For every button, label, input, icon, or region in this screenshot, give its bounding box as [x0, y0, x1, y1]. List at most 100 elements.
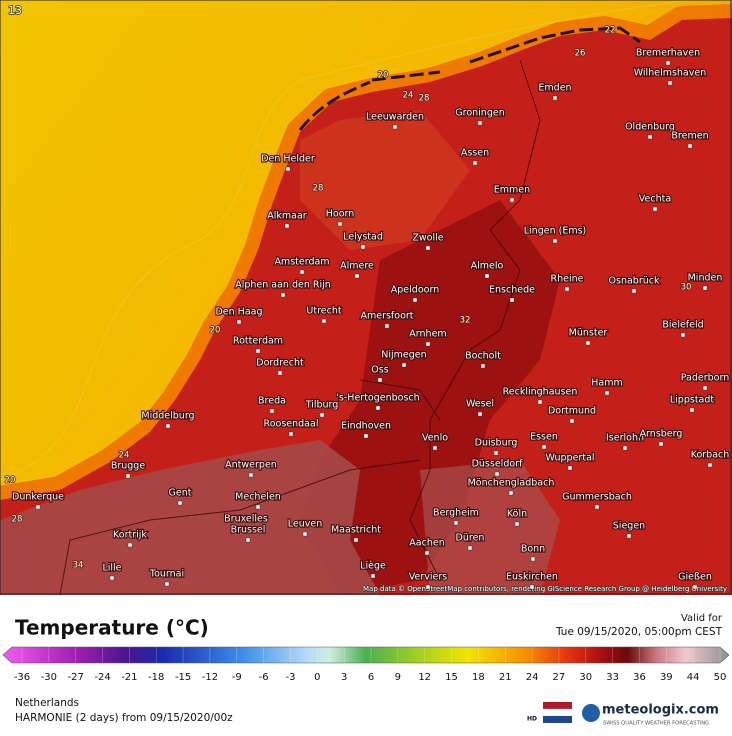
city-label: Duisburg [475, 438, 518, 449]
contour-label: 26 [575, 49, 586, 59]
contour-label: 34 [73, 561, 84, 571]
city-label: Osnabrück [609, 276, 660, 287]
city-marker [631, 288, 637, 294]
city-marker [248, 472, 254, 478]
city-label: Amersfoort [360, 311, 413, 322]
city-label: Amsterdam [274, 257, 329, 268]
colorbar-ticks: -36 -30 -27 -24 -21 -18 -15 -12 -9 -6 -3 0 3 6 9 12 15 18… [14, 647, 726, 683]
hot-zone [300, 200, 560, 595]
contour-label: 20 [5, 476, 16, 486]
city-label: Groningen [455, 108, 504, 119]
colorbar-tick-label: 15 [445, 672, 458, 683]
colorbar [2, 646, 730, 664]
city-marker [425, 584, 431, 590]
city-marker [377, 377, 383, 383]
city-marker [353, 537, 359, 543]
city-label: Lippstadt [670, 395, 715, 406]
legend-title: Temperature (°C) [15, 616, 209, 640]
region: Netherlands [15, 697, 79, 709]
city-marker [537, 399, 543, 405]
city-marker [243, 526, 249, 532]
city-label: Liège [360, 561, 386, 572]
island-contour [298, 26, 641, 131]
city-marker [177, 500, 183, 506]
city-marker [626, 533, 632, 539]
city-marker [319, 412, 325, 418]
city-marker [302, 531, 308, 537]
city-marker [255, 504, 261, 510]
city-label: Almere [340, 261, 374, 272]
colorbar-tick-label: 27 [553, 672, 566, 683]
contour-label: 22 [605, 26, 616, 36]
city-marker [363, 433, 369, 439]
city-label: Essen [530, 432, 558, 443]
city-label: Köln [507, 509, 527, 520]
city-marker [622, 445, 628, 451]
city-label: Wilhelmshaven [634, 68, 707, 79]
city-marker [493, 450, 499, 456]
rhine-zone [420, 460, 560, 595]
city-marker [236, 319, 242, 325]
warm-zone [300, 110, 470, 250]
city-marker [284, 223, 290, 229]
city-marker [285, 166, 291, 172]
city-marker [541, 444, 547, 450]
city-label: Oss [371, 365, 388, 376]
city-label: Roosendaal [264, 419, 319, 430]
colorbar-tick-label: 9 [395, 672, 401, 683]
contour-label-layer: 20 24 28 20 28 22 26 32 30 28 24 20 34 [4, 25, 692, 572]
city-marker [508, 490, 514, 496]
colorbar-tick-label: -6 [259, 672, 269, 683]
city-label: Siegen [613, 521, 645, 532]
city-marker [687, 143, 693, 149]
city-marker [425, 245, 431, 251]
colorbar-tick-label: -9 [232, 672, 242, 683]
city-label: Den Haag [215, 307, 262, 318]
city-label: Tournai [149, 569, 184, 580]
city-marker [360, 244, 366, 250]
contour-label: 20 [378, 71, 389, 81]
city-label: Bremerhaven [636, 48, 700, 59]
colorbar-tick-label: -36 [14, 672, 30, 683]
colorbar-tick-label: -12 [202, 672, 218, 683]
colorbar-tick-label: 39 [660, 672, 673, 683]
city-marker [567, 465, 573, 471]
city-marker [702, 285, 708, 291]
colorbar-tick-label: -21 [121, 672, 137, 683]
city-label: Düren [456, 533, 485, 544]
city-label: Mechelen [235, 492, 281, 503]
colorbar-tick-label: 21 [499, 672, 512, 683]
city-marker [288, 431, 294, 437]
city-marker [392, 124, 398, 130]
flag-blue [543, 716, 572, 723]
colorbar-tick-label: -3 [285, 672, 295, 683]
city-marker [375, 405, 381, 411]
city-label: Lille [102, 563, 121, 574]
city-marker [384, 323, 390, 329]
contour-label: 30 [681, 283, 692, 293]
brand: meteologix.com [602, 703, 719, 718]
city-marker [269, 408, 275, 414]
city-label: Emden [538, 83, 571, 94]
city-marker [529, 584, 535, 590]
city-marker [424, 550, 430, 556]
city-marker [552, 95, 558, 101]
city-marker [432, 445, 438, 451]
colorbar-tick-label: 33 [606, 672, 619, 683]
city-marker [477, 411, 483, 417]
city-label: Leeuwarden [366, 112, 424, 123]
city-label: Emmen [494, 185, 530, 196]
city-label: Bremen [671, 131, 708, 142]
colorbar-tick-label: -18 [148, 672, 164, 683]
city-marker [127, 542, 133, 548]
city-marker [569, 418, 575, 424]
city-label: Bergheim [433, 508, 479, 519]
city-label: Venlo [422, 433, 448, 444]
city-marker [604, 390, 610, 396]
map [0, 0, 732, 595]
logo-icon [582, 704, 600, 722]
attribution: Map data © OpenStreetMap contributors, r… [363, 585, 727, 593]
city-marker [680, 332, 686, 338]
city-marker [412, 297, 418, 303]
city-marker [109, 575, 115, 581]
